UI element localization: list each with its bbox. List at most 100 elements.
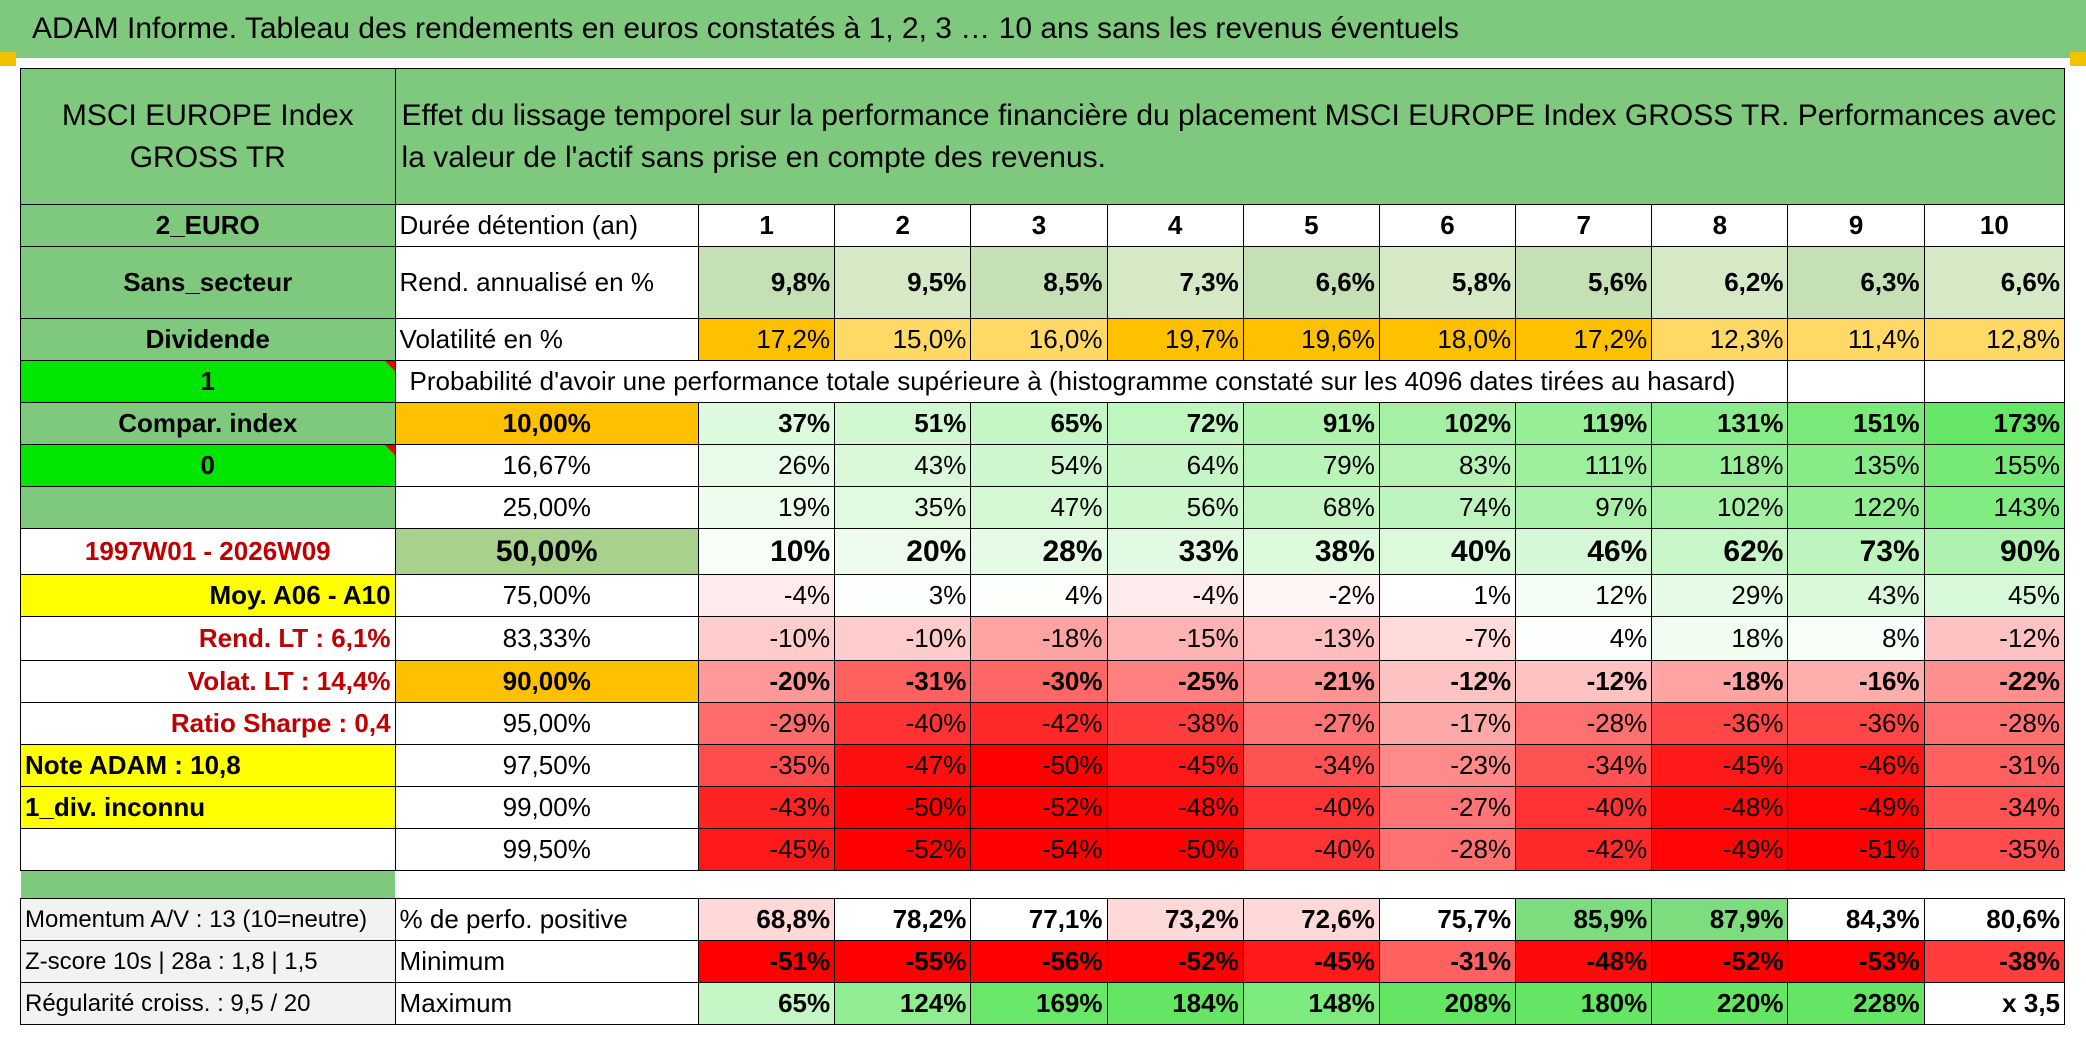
probability-value: -12% [1923, 616, 2066, 661]
vol-value: 16,0% [970, 318, 1108, 361]
min-value: -56% [970, 940, 1108, 983]
vol-label: Volatilité en % [394, 318, 699, 361]
probability-value: 102% [1651, 486, 1789, 529]
probability-value: -34% [1515, 744, 1653, 787]
probability-value: 64% [1106, 444, 1244, 487]
currency-cell: 2_EURO [20, 204, 396, 247]
regularite-cell: Régularité croiss. : 9,5 / 20 [20, 982, 396, 1025]
max-value: 124% [834, 982, 972, 1025]
probability-value: -40% [834, 702, 972, 745]
probability-value: -31% [834, 660, 972, 703]
rend-value: 9,5% [834, 246, 972, 319]
duree-label: Durée détention (an) [394, 204, 699, 247]
probability-value: -45% [697, 828, 836, 871]
probability-value: -28% [1515, 702, 1653, 745]
performance-table: MSCI EUROPE Index GROSS TR Effet du liss… [20, 68, 2066, 1025]
probability-threshold: 95,00% [394, 702, 699, 745]
index-name-cell: MSCI EUROPE Index GROSS TR [20, 68, 396, 205]
probability-value: 4% [970, 574, 1108, 617]
probability-value: 38% [1242, 528, 1380, 575]
probability-threshold: 25,00% [394, 486, 699, 529]
positive-pct-value: 72,6% [1242, 898, 1380, 941]
probability-value: 173% [1923, 402, 2066, 445]
probability-value: -16% [1787, 660, 1925, 703]
probability-value: -47% [834, 744, 972, 787]
probability-value: -27% [1378, 786, 1517, 829]
probability-value: 10% [697, 528, 836, 575]
vol-value: 18,0% [1378, 318, 1517, 361]
positive-pct-value: 85,9% [1515, 898, 1653, 941]
probability-value: -22% [1923, 660, 2066, 703]
probability-value: 74% [1378, 486, 1517, 529]
probability-value: 79% [1242, 444, 1380, 487]
rend-value: 5,8% [1378, 246, 1517, 319]
probability-value: -50% [834, 786, 972, 829]
probability-value: -2% [1242, 574, 1380, 617]
rend-value: 6,2% [1651, 246, 1789, 319]
probability-value: -35% [1923, 828, 2066, 871]
corner-marker-right [2070, 52, 2086, 66]
probability-value: 56% [1106, 486, 1244, 529]
probability-value: -40% [1242, 828, 1380, 871]
probability-value: -54% [970, 828, 1108, 871]
year-header: 3 [970, 204, 1108, 247]
min-value: -52% [1106, 940, 1244, 983]
probability-value: 45% [1923, 574, 2066, 617]
probability-value: -40% [1242, 786, 1380, 829]
max-value: 65% [697, 982, 836, 1025]
probability-value: 151% [1787, 402, 1925, 445]
probability-value: 131% [1651, 402, 1789, 445]
positive-pct-value: 73,2% [1106, 898, 1244, 941]
pos-label: % de perfo. positive [394, 898, 699, 941]
probability-value: -52% [834, 828, 972, 871]
vol-value: 19,7% [1106, 318, 1244, 361]
vol-value: 19,6% [1242, 318, 1380, 361]
probability-value: 90% [1923, 528, 2066, 575]
rend-value: 9,8% [697, 246, 836, 319]
probability-value: -18% [970, 616, 1108, 661]
probability-value: 54% [970, 444, 1108, 487]
probability-value: -15% [1106, 616, 1244, 661]
probability-value: -10% [697, 616, 836, 661]
rend-label: Rend. annualisé en % [394, 246, 699, 319]
probability-value: 122% [1787, 486, 1925, 529]
min-label: Minimum [394, 940, 699, 983]
zscore-cell: Z-score 10s | 28a : 1,8 | 1,5 [20, 940, 396, 983]
probability-value: 37% [697, 402, 836, 445]
probability-value: -30% [970, 660, 1108, 703]
probability-value: -43% [697, 786, 836, 829]
probability-value: -40% [1515, 786, 1653, 829]
probability-value: 51% [834, 402, 972, 445]
probability-threshold: 83,33% [394, 616, 699, 661]
period-cell: 1997W01 - 2026W09 [20, 528, 396, 575]
year-header: 10 [1923, 204, 2066, 247]
zero-cell: 0 [20, 444, 396, 487]
probability-value: -48% [1651, 786, 1789, 829]
probability-value: 19% [697, 486, 836, 529]
probability-value: -50% [1106, 828, 1244, 871]
compar-cell: Compar. index [20, 402, 396, 445]
vol-value: 11,4% [1787, 318, 1925, 361]
probability-value: 20% [834, 528, 972, 575]
probability-value: 3% [834, 574, 972, 617]
probability-value: 26% [697, 444, 836, 487]
probability-threshold: 10,00% [394, 402, 699, 445]
probability-value: 43% [1787, 574, 1925, 617]
max-value: x 3,5 [1923, 982, 2066, 1025]
probability-value: -42% [970, 702, 1108, 745]
probability-value: -49% [1787, 786, 1925, 829]
report-title: ADAM Informe. Tableau des rendements en … [0, 0, 2086, 58]
positive-pct-value: 68,8% [697, 898, 836, 941]
probability-value: -36% [1787, 702, 1925, 745]
probability-value: 118% [1651, 444, 1789, 487]
probability-value: -28% [1923, 702, 2066, 745]
probability-value: 40% [1378, 528, 1517, 575]
probability-value: -50% [970, 744, 1108, 787]
probability-threshold: 99,50% [394, 828, 699, 871]
one-cell: 1 [20, 360, 396, 403]
probability-value: 97% [1515, 486, 1653, 529]
max-value: 184% [1106, 982, 1244, 1025]
probability-threshold: 16,67% [394, 444, 699, 487]
probability-value: 65% [970, 402, 1108, 445]
probability-value: -31% [1923, 744, 2066, 787]
